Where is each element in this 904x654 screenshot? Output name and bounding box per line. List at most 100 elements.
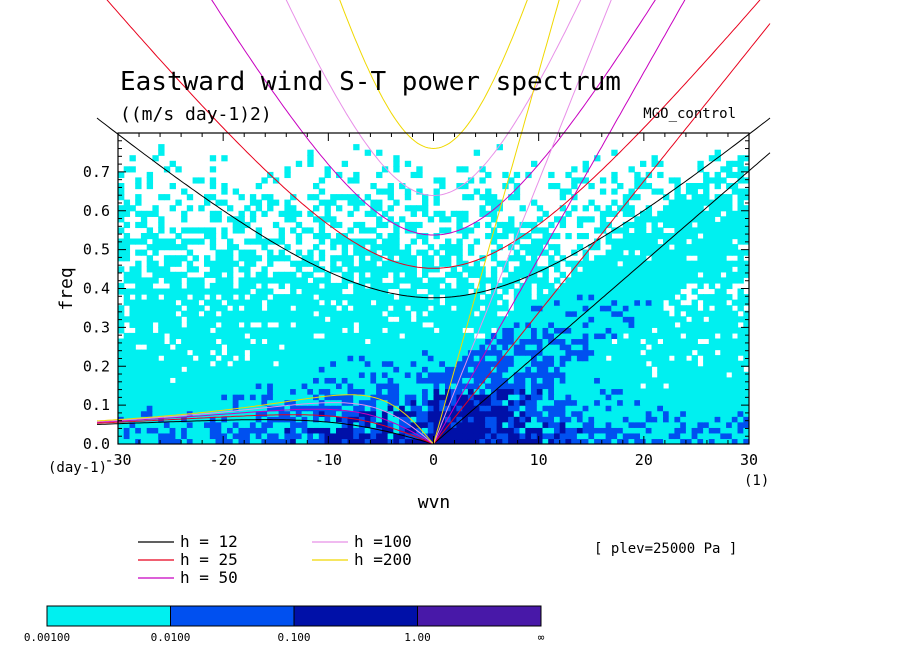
contour-cell [422,360,429,367]
contour-cell [278,271,285,278]
contour-cell [376,382,383,390]
contour-cell [399,277,406,284]
contour-cell [118,288,125,295]
contour-cell [456,377,463,384]
contour-cell [399,432,406,440]
contour-cell [330,266,337,273]
contour-cell [364,360,372,367]
contour-cell [393,310,400,317]
contour-cell [611,260,618,267]
contour-cell [622,427,630,434]
contour-cell [519,305,526,312]
contour-cell [433,282,440,290]
contour-cell [611,305,618,312]
contour-cell [582,305,589,312]
contour-cell [588,427,595,434]
contour-cell [594,310,601,317]
contour-cell [576,416,584,423]
contour-cell [731,327,739,334]
contour-cell [737,227,744,234]
contour-cell [467,371,475,378]
contour-cell [536,327,544,334]
contour-cell [364,305,372,312]
contour-cell [731,260,739,267]
contour-cell [221,338,228,345]
contour-cell [519,360,526,367]
contour-cell [399,310,406,317]
contour-cell [703,416,710,423]
contour-cell [508,338,515,345]
contour-cell [249,377,257,384]
contour-cell [330,366,337,373]
contour-cell [347,399,354,406]
contour-cell [221,355,228,362]
contour-cell [479,432,486,440]
contour-cell [508,277,515,284]
contour-cell [490,438,498,444]
contour-cell [129,305,136,312]
contour-cell [588,266,595,273]
contour-cell [330,405,337,412]
contour-cell [462,366,469,373]
contour-cell [502,282,509,290]
contour-cell [376,360,383,367]
contour-cell [588,349,595,356]
contour-cell [410,321,417,328]
contour-cell [261,277,268,284]
contour-cell [118,427,125,434]
contour-cell [743,349,749,356]
contour-cell [617,344,624,351]
contour-cell [330,360,337,367]
contour-cell [341,194,349,201]
contour-cell [554,405,561,412]
contour-cell [651,216,658,223]
contour-cell [548,366,555,373]
contour-cell [743,260,749,267]
contour-cell [301,377,308,384]
contour-cell [720,377,727,384]
contour-cell [267,349,274,356]
contour-cell [341,160,349,167]
y-unit-label: (day-1) [48,460,107,476]
contour-cell [640,416,647,423]
contour-cell [278,338,285,345]
contour-cell [634,366,641,373]
contour-cell [290,294,297,301]
contour-cell [330,338,337,345]
contour-cell [118,388,125,395]
contour-cell [450,360,458,367]
contour-cell [559,255,567,262]
contour-cell [227,266,234,273]
contour-cell [336,255,343,262]
contour-cell [152,238,159,245]
contour-cell [146,410,154,417]
contour-cell [146,438,154,444]
contour-cell [508,355,515,362]
contour-cell [611,227,618,234]
contour-cell [439,177,446,184]
contour-cell [163,399,171,406]
contour-cell [341,405,349,412]
contour-cell [238,338,245,345]
contour-cell [531,332,538,340]
contour-cell [685,271,693,278]
contour-cell [628,310,635,317]
contour-cell [370,382,377,390]
contour-cell [261,349,268,356]
contour-cell [318,177,326,184]
contour-cell [399,349,406,356]
contour-cell [272,382,280,390]
contour-cell [221,399,228,406]
contour-cell [169,321,176,328]
contour-cell [358,366,366,373]
contour-cell [427,310,435,317]
contour-cell [175,366,182,373]
contour-cell [244,427,251,434]
contour-cell [525,410,532,417]
contour-cell [685,266,693,273]
contour-cell [576,299,584,306]
contour-cell [215,299,222,306]
contour-cell [422,382,429,390]
contour-cell [525,299,532,306]
contour-cell [399,421,406,428]
